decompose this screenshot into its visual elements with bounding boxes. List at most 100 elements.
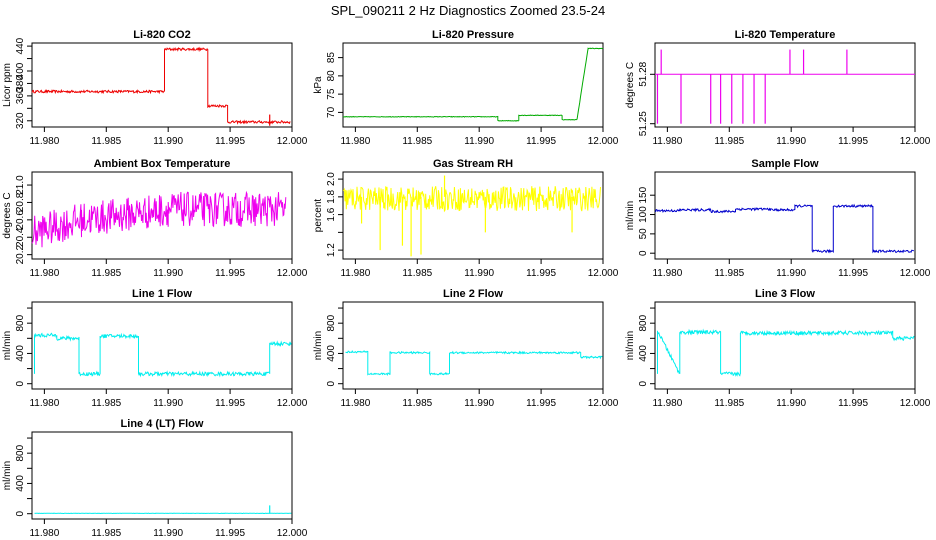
chart-panel: Li-820 Temperature 11.980 11.985 11.990 11.9… — [625, 29, 931, 147]
x-tick-label: 12.000 — [588, 136, 619, 147]
x-tick-label: 11.995 — [215, 528, 245, 539]
x-tick-label: 11.985 — [91, 268, 121, 279]
plot-frame — [654, 301, 916, 390]
x-tick-label: 12.000 — [277, 268, 308, 279]
y-axis-label: ml/min — [313, 331, 324, 360]
x-tick-label: 12.000 — [588, 398, 619, 409]
x-tick-label: 11.980 — [340, 136, 370, 147]
x-tick-label: 11.985 — [91, 398, 121, 409]
x-tick-label: 11.990 — [153, 136, 183, 147]
y-tick-label: 0 — [638, 380, 649, 386]
figure-title: SPL_090211 2 Hz Diagnostics Zoomed 23.5-… — [331, 3, 605, 18]
chart-panel: Line 3 Flow 11.980 11.985 11.990 11.995 12.00… — [625, 288, 931, 409]
x-tick-label: 11.980 — [340, 398, 370, 409]
chart-title: Li-820 CO2 — [133, 29, 190, 41]
x-tick-label: 11.990 — [776, 136, 806, 147]
plot-frame — [342, 42, 604, 128]
x-tick-label: 11.995 — [215, 136, 245, 147]
x-tick-label: 11.990 — [464, 268, 494, 279]
x-tick-label: 11.995 — [838, 136, 868, 147]
series-line — [34, 332, 292, 378]
x-tick-label: 11.985 — [714, 268, 744, 279]
x-tick-label: 11.990 — [776, 398, 806, 409]
y-tick-label: 150 — [638, 186, 649, 203]
y-tick-label: 800 — [15, 314, 26, 331]
chart-title: Gas Stream RH — [433, 158, 513, 170]
x-tick-label: 12.000 — [900, 136, 931, 147]
plot-frame — [31, 431, 293, 520]
y-tick-label: 400 — [326, 345, 337, 362]
plot-frame — [31, 301, 293, 390]
x-tick-label: 12.000 — [277, 136, 308, 147]
series-line — [342, 186, 601, 213]
y-tick-label: 85 — [326, 52, 337, 64]
y-tick-label: 20.6 — [15, 210, 26, 230]
y-tick-label: 800 — [638, 314, 649, 331]
y-tick-label: 0 — [326, 380, 337, 386]
y-tick-label: 20.8 — [15, 192, 26, 212]
series-line — [342, 47, 604, 122]
y-tick-label: 1.6 — [326, 207, 337, 221]
x-tick-label: 11.990 — [464, 398, 494, 409]
y-tick-label: 380 — [15, 75, 26, 92]
x-tick-label: 11.990 — [776, 268, 806, 279]
chart-title: Li-820 Pressure — [432, 29, 514, 41]
y-tick-label: 51.28 — [638, 61, 649, 86]
series-line — [31, 190, 287, 248]
y-axis-label: degrees C — [625, 62, 636, 108]
chart-title: Line 1 Flow — [132, 288, 192, 300]
chart-panel: Line 1 Flow 11.980 11.985 11.990 11.995 12.00… — [2, 288, 308, 409]
y-axis-label: ml/min — [625, 331, 636, 360]
y-axis-label: ml/min — [2, 331, 13, 360]
x-tick-label: 11.980 — [652, 136, 682, 147]
x-tick-label: 11.985 — [402, 268, 432, 279]
series-line — [657, 328, 915, 377]
chart-panel: Gas Stream RH 11.980 11.985 11.990 11.995 12.… — [313, 158, 619, 279]
x-tick-label: 11.990 — [153, 268, 183, 279]
chart-panels: Li-820 CO2 11.980 11.985 11.990 11.995 12.000… — [2, 29, 931, 539]
y-tick-label: 400 — [638, 345, 649, 362]
y-tick-label: 2.0 — [326, 172, 337, 186]
plot-frame — [654, 171, 916, 260]
y-tick-label: 0 — [15, 510, 26, 516]
chart-title: Line 2 Flow — [443, 288, 503, 300]
y-tick-label: 0 — [15, 380, 26, 386]
y-tick-label: 1.2 — [326, 243, 337, 257]
x-tick-label: 11.995 — [838, 398, 868, 409]
y-tick-label: 70 — [326, 106, 337, 118]
y-tick-label: 51.25 — [638, 111, 649, 136]
y-axis-label: degrees C — [2, 192, 13, 238]
x-tick-label: 11.980 — [652, 268, 682, 279]
y-tick-label: 20.4 — [15, 227, 26, 247]
plot-frame — [342, 171, 604, 260]
x-tick-label: 11.985 — [91, 528, 121, 539]
y-tick-label: 80 — [326, 70, 337, 82]
x-tick-label: 12.000 — [277, 398, 308, 409]
y-axis-label: ml/min — [625, 201, 636, 230]
chart-panel: Line 2 Flow 11.980 11.985 11.990 11.995 12.00… — [313, 288, 619, 409]
x-tick-label: 11.995 — [838, 268, 868, 279]
x-tick-label: 11.980 — [652, 398, 682, 409]
chart-title: Li-820 Temperature — [735, 29, 836, 41]
chart-panel: Line 4 (LT) Flow 11.980 11.985 11.990 11.995… — [2, 418, 308, 539]
y-tick-label: 400 — [15, 475, 26, 492]
y-tick-label: 20.2 — [15, 244, 26, 264]
y-axis-label: percent — [313, 199, 324, 233]
x-tick-label: 11.985 — [91, 136, 121, 147]
x-tick-label: 11.980 — [29, 398, 59, 409]
chart-panel: Sample Flow 11.980 11.985 11.990 11.995 12.00… — [625, 158, 931, 279]
y-tick-label: 400 — [15, 62, 26, 79]
x-tick-label: 11.995 — [526, 136, 556, 147]
x-tick-label: 11.980 — [340, 268, 370, 279]
y-tick-label: 100 — [638, 206, 649, 223]
x-tick-label: 11.995 — [215, 398, 245, 409]
y-tick-label: 1.8 — [326, 189, 337, 203]
x-tick-label: 11.985 — [714, 398, 744, 409]
x-tick-label: 11.980 — [29, 528, 59, 539]
y-tick-label: 800 — [15, 444, 26, 461]
x-tick-label: 11.990 — [153, 398, 183, 409]
y-tick-label: 440 — [15, 37, 26, 54]
x-tick-label: 12.000 — [277, 528, 308, 539]
x-tick-label: 11.995 — [526, 398, 556, 409]
x-tick-label: 11.990 — [464, 136, 494, 147]
